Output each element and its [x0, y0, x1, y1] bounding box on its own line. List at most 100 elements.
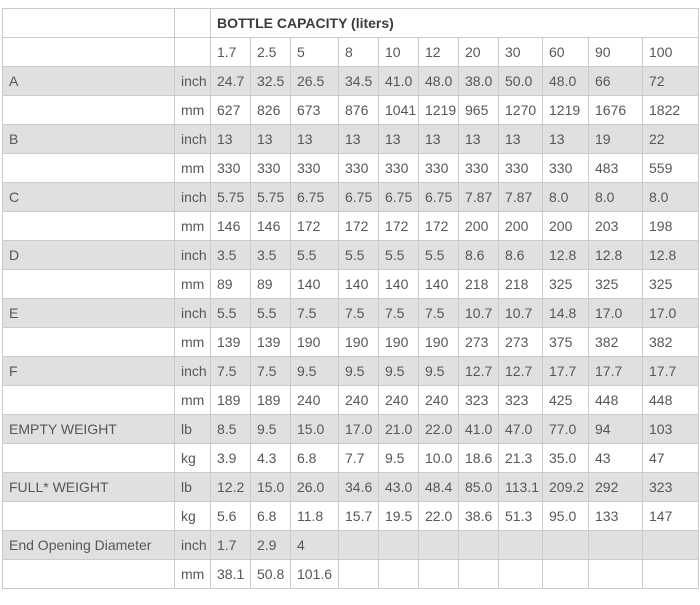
capacity-header-cell: 90 [588, 37, 643, 67]
value-cell: 12.7 [498, 356, 543, 386]
value-cell: 5.5 [338, 240, 379, 270]
value-cell: 15.0 [250, 472, 291, 502]
value-cell: 1219 [542, 95, 589, 125]
value-cell: 1041 [378, 95, 419, 125]
row-label [2, 443, 175, 473]
value-cell: 292 [588, 472, 643, 502]
value-cell: 9.5 [290, 356, 339, 386]
value-cell: 19 [588, 124, 643, 154]
value-cell: 19.5 [378, 501, 419, 531]
value-cell [641, 559, 700, 589]
value-cell: 673 [290, 95, 339, 125]
value-cell: 1822 [641, 95, 700, 125]
table-row: kg 5.6 6.8 11.8 15.7 19.5 22.0 38.6 51.3 95.0 133 1… [2, 501, 700, 531]
capacity-header-row: 1.7 2.5 5 8 10 12 20 30 60 90 100 [2, 37, 700, 67]
value-cell: 6.75 [418, 182, 459, 212]
value-cell: 89 [210, 269, 251, 299]
value-cell: 140 [338, 269, 379, 299]
value-cell: 3.5 [210, 240, 251, 270]
value-cell: 627 [210, 95, 251, 125]
table-row: End Opening Diameter inch 1.7 2.9 4 [2, 530, 700, 560]
value-cell: 133 [588, 501, 643, 531]
empty-unit-cell [174, 37, 211, 67]
value-cell: 14.8 [542, 298, 589, 328]
capacity-header-cell: 8 [338, 37, 379, 67]
row-label: EMPTY WEIGHT [2, 414, 175, 444]
value-cell: 103 [641, 414, 700, 444]
value-cell: 95.0 [542, 501, 589, 531]
value-cell: 140 [290, 269, 339, 299]
value-cell: 22.0 [418, 414, 459, 444]
value-cell: 448 [641, 385, 700, 415]
value-cell: 240 [418, 385, 459, 415]
value-cell: 41.0 [378, 66, 419, 96]
value-cell: 6.75 [338, 182, 379, 212]
value-cell: 101.6 [290, 559, 339, 589]
row-label: FULL* WEIGHT [2, 472, 175, 502]
value-cell: 323 [458, 385, 499, 415]
value-cell: 7.87 [498, 182, 543, 212]
value-cell: 22.0 [418, 501, 459, 531]
value-cell: 218 [458, 269, 499, 299]
row-unit: inch [174, 182, 211, 212]
value-cell: 330 [210, 153, 251, 183]
value-cell: 198 [641, 211, 700, 241]
value-cell: 200 [458, 211, 499, 241]
value-cell: 330 [498, 153, 543, 183]
value-cell [588, 530, 643, 560]
value-cell [542, 559, 589, 589]
row-label: A [2, 66, 175, 96]
row-unit: inch [174, 240, 211, 270]
value-cell: 9.5 [338, 356, 379, 386]
value-cell: 1270 [498, 95, 543, 125]
row-unit: mm [174, 327, 211, 357]
table-row: mm 139 139 190 190 190 190 273 273 375 382 382 [2, 327, 700, 357]
value-cell: 17.0 [588, 298, 643, 328]
value-cell: 200 [542, 211, 589, 241]
table-row: mm 627 826 673 876 1041 1219 965 1270 1219 1676 182… [2, 95, 700, 125]
value-cell: 8.6 [498, 240, 543, 270]
value-cell: 12.7 [458, 356, 499, 386]
value-cell: 382 [641, 327, 700, 357]
value-cell: 5.75 [250, 182, 291, 212]
value-cell: 218 [498, 269, 543, 299]
value-cell: 43.0 [378, 472, 419, 502]
row-unit: inch [174, 298, 211, 328]
value-cell [458, 559, 499, 589]
value-cell: 10.0 [418, 443, 459, 473]
value-cell: 41.0 [458, 414, 499, 444]
value-cell: 7.5 [210, 356, 251, 386]
value-cell: 273 [458, 327, 499, 357]
row-unit: mm [174, 559, 211, 589]
value-cell: 10.7 [498, 298, 543, 328]
value-cell: 43 [588, 443, 643, 473]
value-cell: 172 [418, 211, 459, 241]
value-cell: 189 [250, 385, 291, 415]
value-cell: 189 [210, 385, 251, 415]
value-cell [418, 530, 459, 560]
value-cell: 375 [542, 327, 589, 357]
value-cell: 9.5 [378, 356, 419, 386]
row-unit: inch [174, 124, 211, 154]
row-unit: mm [174, 385, 211, 415]
value-cell: 94 [588, 414, 643, 444]
value-cell: 38.0 [458, 66, 499, 96]
value-cell: 85.0 [458, 472, 499, 502]
value-cell: 5.5 [418, 240, 459, 270]
value-cell: 8.5 [210, 414, 251, 444]
value-cell: 325 [542, 269, 589, 299]
capacity-header-cell: 60 [542, 37, 589, 67]
value-cell: 1676 [588, 95, 643, 125]
value-cell: 13 [458, 124, 499, 154]
value-cell: 18.6 [458, 443, 499, 473]
value-cell: 323 [641, 472, 700, 502]
value-cell [378, 559, 419, 589]
table-row: mm 146 146 172 172 172 172 200 200 200 203 198 [2, 211, 700, 241]
row-unit: mm [174, 153, 211, 183]
value-cell: 5.5 [290, 240, 339, 270]
value-cell: 7.5 [290, 298, 339, 328]
row-label [2, 95, 175, 125]
capacity-header-cell: 100 [641, 37, 700, 67]
value-cell: 2.9 [250, 530, 291, 560]
